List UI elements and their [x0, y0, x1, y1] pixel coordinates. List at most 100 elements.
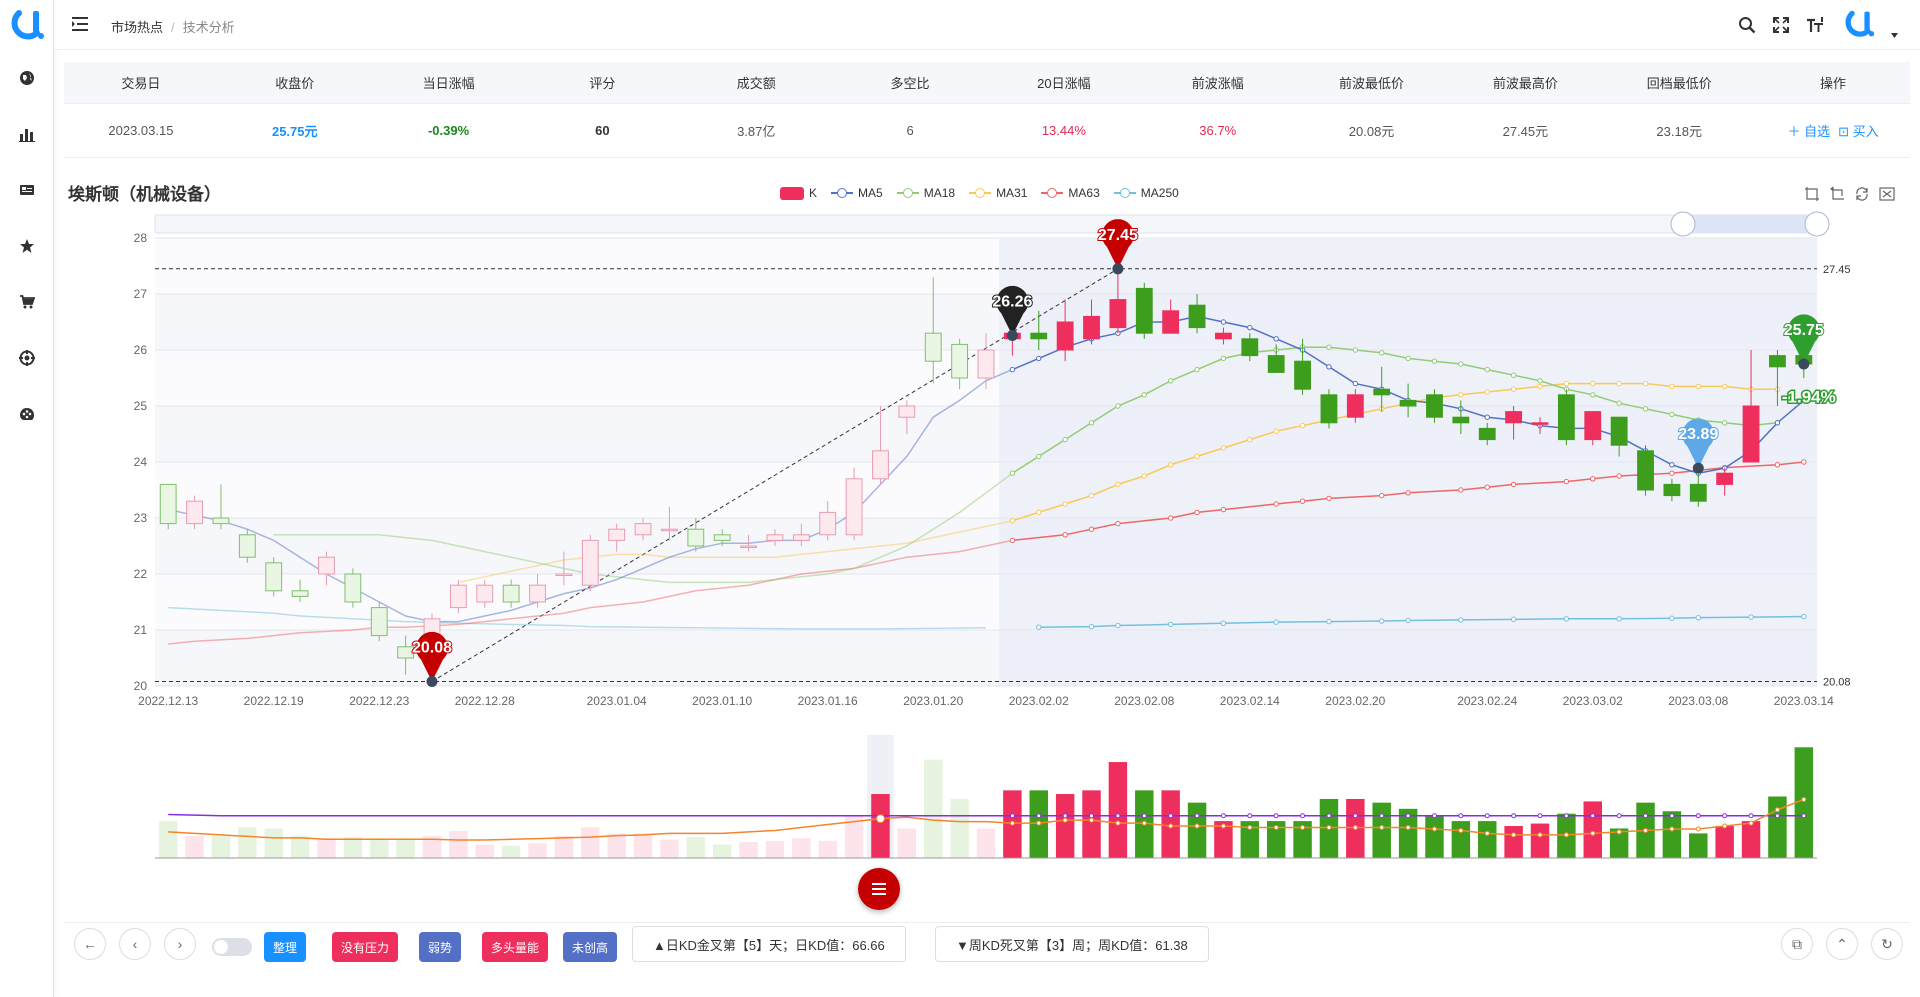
tag-no-new-high[interactable]: 未创高 — [563, 932, 618, 962]
high-price-label: 27.45 — [1823, 264, 1851, 276]
image-icon — [20, 185, 34, 195]
tag-bull-volume[interactable]: 多头量能 — [482, 932, 549, 962]
series-point-ma18 — [1669, 411, 1675, 418]
data-zoom-track — [154, 214, 1818, 234]
volume-line-point — [1062, 817, 1068, 823]
candle-body — [1584, 411, 1602, 441]
zoom-reset-icon[interactable] — [1829, 186, 1845, 202]
chart-menu-button[interactable] — [858, 868, 900, 910]
grid-band — [155, 238, 1817, 294]
tag-no-pressure[interactable]: 没有压力 — [332, 932, 399, 962]
volume-line-point — [1643, 827, 1649, 833]
tag-consolidation[interactable]: 整理 — [264, 932, 307, 962]
volume-line-point — [1511, 832, 1517, 838]
volume-line-point — [1774, 813, 1780, 819]
volume-line-point — [1300, 824, 1306, 830]
next-icon: › — [177, 936, 183, 952]
tag-weak[interactable]: 弱势 — [419, 932, 462, 962]
grid-band — [155, 350, 1817, 406]
legend-item-ma18[interactable]: MA18 — [896, 186, 955, 200]
legend-item-ma63[interactable]: MA63 — [1041, 186, 1100, 200]
x-tick-label: 2022.12.13 — [138, 694, 198, 708]
nav-image[interactable] — [0, 175, 54, 205]
series-point-ma31 — [1115, 481, 1121, 488]
collapse-button[interactable]: ⌃ — [1826, 928, 1858, 960]
nav-star[interactable] — [0, 231, 54, 261]
kd-week-status: ▼周KD死叉第【3】周；周KD值：61.38 — [935, 926, 1209, 962]
legend-label: K — [809, 186, 818, 200]
fullscreen-button[interactable] — [1770, 14, 1792, 36]
series-point-ma18 — [1748, 422, 1754, 429]
series-point-ma250 — [1326, 618, 1332, 625]
volume-line-point — [1537, 813, 1543, 819]
candle-body — [449, 584, 467, 609]
nav-chart[interactable] — [0, 119, 54, 149]
volume-bar — [211, 835, 231, 858]
x-tick-label: 2023.01.10 — [692, 694, 752, 708]
volume-bar — [1504, 826, 1523, 858]
candle-body — [397, 646, 415, 659]
legend-swatch — [1113, 187, 1136, 199]
mode-toggle[interactable] — [212, 938, 252, 956]
nav-palette[interactable] — [0, 399, 54, 429]
volume-line-point — [1748, 813, 1754, 819]
series-point-ma18 — [1642, 406, 1649, 412]
add-watchlist-link[interactable]: ＋ 自选 — [1787, 123, 1831, 139]
series-point-ma31 — [1247, 436, 1253, 443]
series-point-ma5 — [1431, 400, 1438, 406]
series-point-ma250 — [1220, 620, 1227, 626]
save-image-icon[interactable] — [1879, 186, 1895, 202]
candle-body — [370, 607, 388, 637]
volume-bar — [1108, 762, 1128, 858]
volume-bar — [1372, 802, 1391, 858]
nav-cart[interactable] — [0, 287, 54, 317]
legend-item-ma250[interactable]: MA250 — [1113, 186, 1179, 200]
zoom-select-icon[interactable] — [1804, 186, 1820, 202]
back-button[interactable]: ← — [74, 928, 106, 960]
volume-bar — [844, 816, 864, 858]
volume-bar — [712, 844, 732, 858]
copy-button[interactable]: ⧉ — [1781, 928, 1813, 960]
app-logo[interactable] — [11, 9, 45, 41]
volume-line-point — [1563, 832, 1569, 838]
user-logo-icon[interactable] — [1845, 9, 1875, 39]
series-point-ma18 — [1537, 378, 1543, 384]
summary-row: 2023.03.15 25.75元 -0.39% 60 3.87亿 6 13.4… — [64, 103, 1910, 158]
volume-bar — [1161, 790, 1180, 858]
legend-item-ma31[interactable]: MA31 — [969, 186, 1027, 200]
search-button[interactable] — [1736, 14, 1758, 36]
menu-toggle-icon[interactable] — [71, 15, 89, 33]
breadcrumb-home[interactable]: 市场热点 — [111, 20, 164, 35]
nav-target[interactable] — [0, 343, 54, 373]
series-line-ma31 — [1012, 382, 1778, 522]
series-point-ma18 — [1590, 392, 1596, 398]
volume-line-point — [1220, 823, 1226, 829]
restore-icon[interactable] — [1854, 186, 1870, 202]
legend-item-ma5[interactable]: MA5 — [831, 186, 883, 200]
volume-bar — [1662, 811, 1682, 858]
x-tick-label: 2023.02.08 — [1114, 694, 1174, 708]
next-button[interactable]: › — [164, 928, 196, 960]
series-point-ma63 — [1695, 467, 1701, 474]
series-point-ma18 — [1009, 470, 1016, 476]
volume-line-point — [1484, 813, 1490, 819]
volume-bar — [581, 827, 600, 858]
series-point-ma31 — [1405, 400, 1411, 406]
legend-item-k[interactable]: K — [780, 186, 817, 200]
col-header: 交易日 — [64, 62, 218, 104]
series-point-ma250 — [1510, 616, 1517, 623]
chevron-down-icon[interactable] — [1891, 33, 1898, 38]
volume-line-point — [1458, 827, 1464, 833]
series-point-ma5 — [1642, 448, 1649, 454]
series-point-ma18 — [1352, 347, 1359, 353]
prev-button[interactable]: ‹ — [119, 928, 151, 960]
font-size-button[interactable] — [1804, 14, 1826, 36]
buy-link[interactable]: ⊡ 买入 — [1838, 124, 1879, 139]
nav-globe[interactable] — [0, 63, 54, 93]
refresh-button[interactable]: ↻ — [1871, 928, 1903, 960]
candle-body — [1505, 411, 1523, 424]
y-tick-label: 25 — [134, 399, 148, 413]
candle-body — [766, 534, 784, 541]
candle-body — [581, 539, 599, 586]
candle-body — [555, 573, 573, 576]
